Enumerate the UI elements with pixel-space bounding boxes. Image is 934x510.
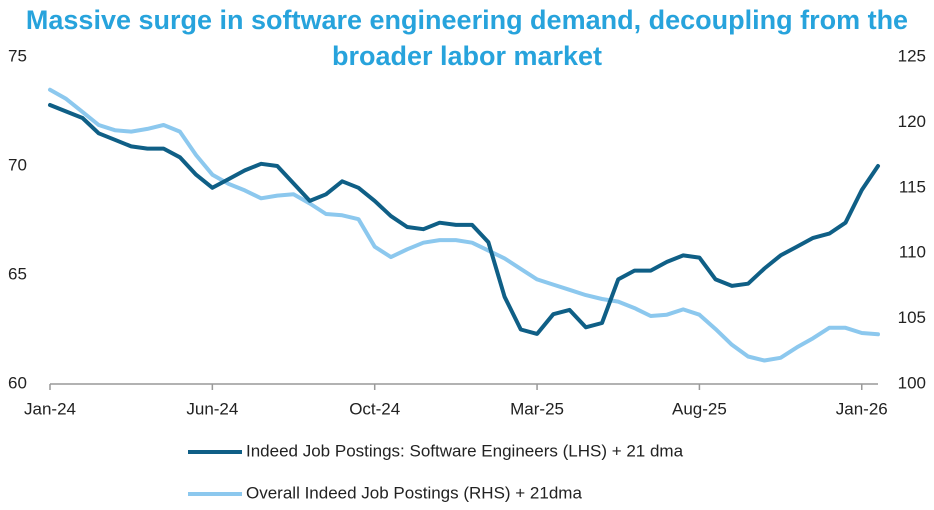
legend-label: Overall Indeed Job Postings (RHS) + 21dm… <box>246 483 582 502</box>
y2-tick-label: 115 <box>899 177 926 196</box>
line-series <box>48 103 880 336</box>
y2-tick-label: 105 <box>898 308 926 327</box>
x-tick-label: Mar-25 <box>510 399 564 418</box>
x-tick-label: Jan-24 <box>24 399 76 418</box>
y-tick-label: 60 <box>8 373 27 392</box>
x-tick-label: Jun-24 <box>186 399 238 418</box>
y-tick-label: 75 <box>8 46 27 65</box>
y2-tick-label: 110 <box>899 243 926 262</box>
y2-tick-label: 100 <box>898 373 926 392</box>
y-tick-label: 70 <box>8 155 27 174</box>
x-tick-label: Jan-26 <box>836 399 888 418</box>
y-tick-label: 65 <box>8 264 27 283</box>
line-series <box>48 87 880 363</box>
x-tick-label: Aug-25 <box>672 399 727 418</box>
chart-title: Massive surge in software engineering de… <box>25 5 909 71</box>
legend-label: Indeed Job Postings: Software Engineers … <box>246 441 684 460</box>
y2-tick-label: 125 <box>898 46 926 65</box>
y2-tick-label: 120 <box>898 112 926 131</box>
x-tick-label: Oct-24 <box>349 399 400 418</box>
